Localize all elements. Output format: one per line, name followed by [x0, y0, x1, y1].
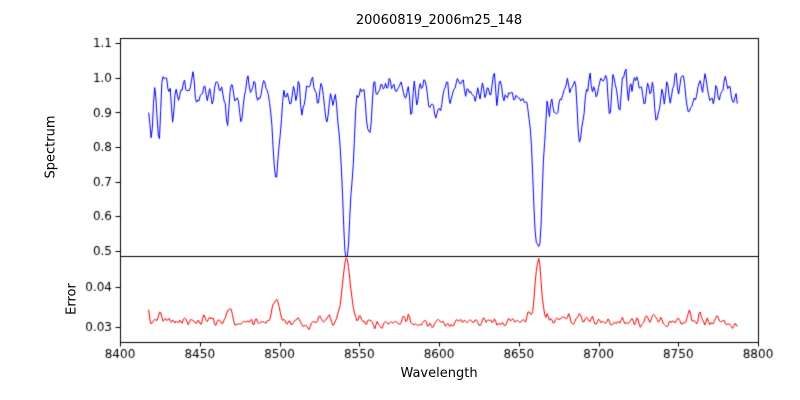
- x-axis-label: Wavelength: [400, 366, 478, 381]
- plot-title: 20060819_2006m25_148: [355, 13, 523, 28]
- y-axis-label-spectrum: Spectrum: [43, 115, 59, 179]
- y-axis-label-error: Error: [64, 283, 80, 315]
